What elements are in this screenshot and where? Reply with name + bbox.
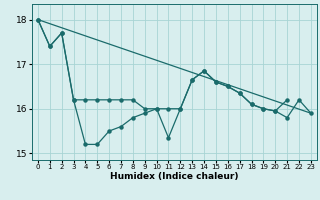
X-axis label: Humidex (Indice chaleur): Humidex (Indice chaleur) <box>110 172 239 181</box>
